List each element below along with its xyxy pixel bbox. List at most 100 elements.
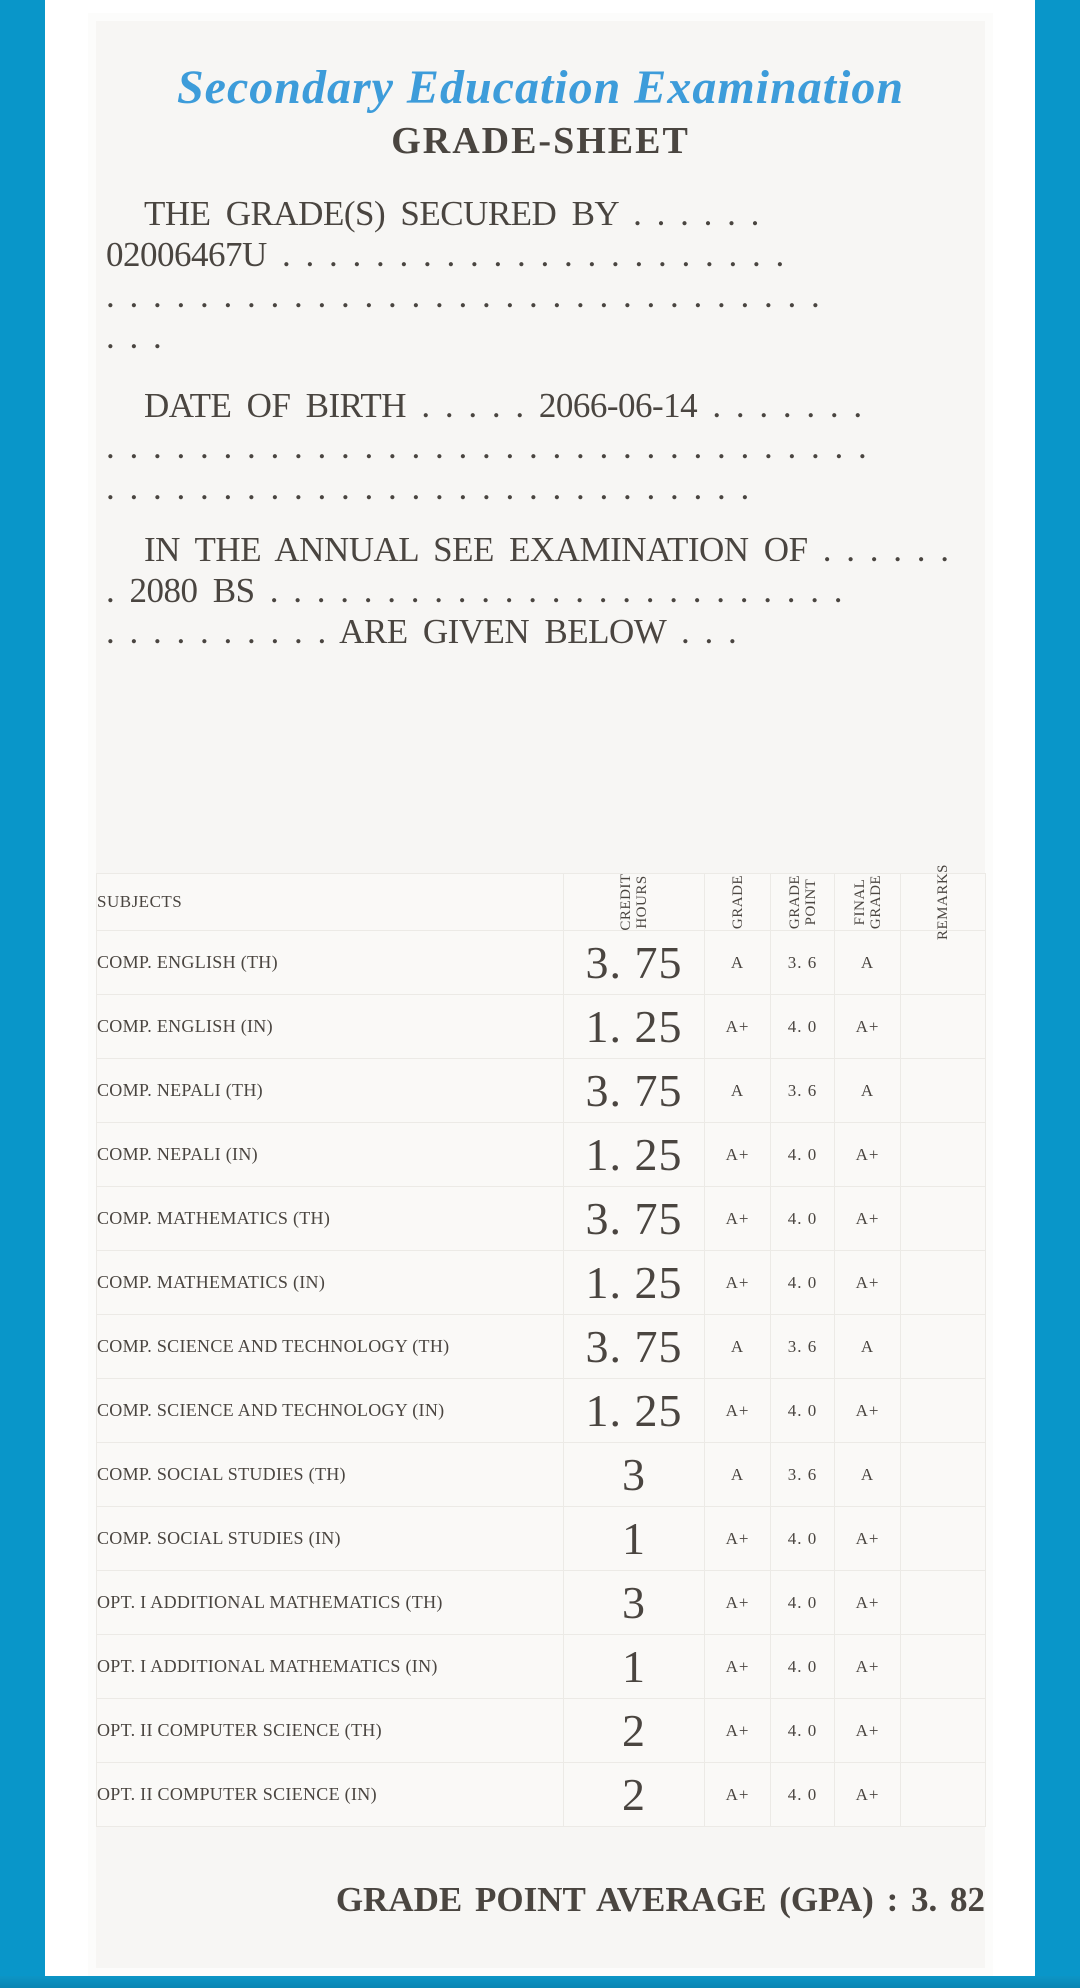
remarks-cell	[900, 1634, 986, 1699]
remarks-cell	[900, 1506, 986, 1571]
grade-cell: A+	[704, 994, 771, 1059]
remarks-cell	[900, 930, 986, 995]
table-row: COMP. NEPALI (TH) 3. 75 A 3. 6 A	[96, 1058, 986, 1123]
final-grade-cell: A+	[834, 1570, 901, 1635]
table-body: COMP. ENGLISH (TH) 3. 75 A 3. 6 A COMP. …	[96, 930, 986, 1827]
subject-cell: COMP. SOCIAL STUDIES (IN)	[96, 1506, 564, 1571]
table-row: OPT. I ADDITIONAL MATHEMATICS (TH) 3 A+ …	[96, 1570, 986, 1635]
subject-cell: COMP. ENGLISH (TH)	[96, 930, 564, 995]
document-paper: Secondary Education Examination GRADE-SH…	[88, 13, 993, 1976]
credit-hours-cell: 3. 75	[563, 1058, 705, 1123]
dotted-line: . . . . . . . . . . . . . . . . . . . . …	[106, 427, 867, 466]
final-grade-cell: A+	[834, 1762, 901, 1827]
grades-table-header: SUBJECTS CREDIT HOURS GRADE GRADE POINT …	[96, 864, 986, 940]
table-row: COMP. MATHEMATICS (IN) 1. 25 A+ 4. 0 A+	[96, 1250, 986, 1315]
grade-cell: A+	[704, 1122, 771, 1187]
subject-cell: OPT. II COMPUTER SCIENCE (IN)	[96, 1762, 564, 1827]
final-grade-cell: A+	[834, 1506, 901, 1571]
remarks-rotated-label: REMARKS	[935, 863, 951, 941]
remarks-cell	[900, 1762, 986, 1827]
document-subtitle: GRADE-SHEET	[391, 120, 690, 162]
subject-cell: COMP. ENGLISH (IN)	[96, 994, 564, 1059]
subject-cell: COMP. SCIENCE AND TECHNOLOGY (IN)	[96, 1378, 564, 1443]
final-grade-cell: A+	[834, 1250, 901, 1315]
subject-cell: COMP. MATHEMATICS (TH)	[96, 1186, 564, 1251]
grade-point-cell: 4. 0	[770, 1378, 835, 1443]
grade-sheet-document: Secondary Education Examination GRADE-SH…	[96, 21, 986, 1968]
subjects-column-header: SUBJECTS	[96, 873, 564, 931]
subject-cell: COMP. SCIENCE AND TECHNOLOGY (TH)	[96, 1314, 564, 1379]
header-row: SUBJECTS CREDIT HOURS GRADE GRADE POINT …	[96, 864, 986, 940]
credit-hours-cell: 1. 25	[563, 1378, 705, 1443]
credit-hours-cell: 3	[563, 1442, 705, 1507]
grade-cell: A+	[704, 1634, 771, 1699]
grade-point-cell: 3. 6	[770, 1314, 835, 1379]
grade-cell: A+	[704, 1378, 771, 1443]
table-row: COMP. ENGLISH (IN) 1. 25 A+ 4. 0 A+	[96, 994, 986, 1059]
grade-cell: A+	[704, 1506, 771, 1571]
remarks-cell	[900, 1570, 986, 1635]
right-border-bar	[1035, 0, 1080, 1988]
grade-point-cell: 3. 6	[770, 1058, 835, 1123]
subject-cell: OPT. II COMPUTER SCIENCE (TH)	[96, 1698, 564, 1763]
remarks-cell	[900, 1058, 986, 1123]
grades-table: SUBJECTS CREDIT HOURS GRADE GRADE POINT …	[96, 864, 986, 1827]
grade-point-column-header: GRADE POINT	[770, 873, 835, 931]
final-grade-rotated-label: FINAL GRADE	[851, 874, 884, 930]
subject-cell: COMP. NEPALI (IN)	[96, 1122, 564, 1187]
credit-hours-cell: 1. 25	[563, 1122, 705, 1187]
student-symbol-line: 02006467U . . . . . . . . . . . . . . . …	[106, 235, 784, 274]
grade-column-header: GRADE	[704, 873, 771, 931]
grade-cell: A+	[704, 1570, 771, 1635]
date-of-birth-line: DATE OF BIRTH . . . . . 2066-06-14 . . .…	[144, 386, 862, 425]
remarks-cell	[900, 1378, 986, 1443]
table-row: COMP. SCIENCE AND TECHNOLOGY (TH) 3. 75 …	[96, 1314, 986, 1379]
remarks-cell	[900, 1442, 986, 1507]
remarks-cell	[900, 1186, 986, 1251]
grade-point-cell: 4. 0	[770, 1698, 835, 1763]
table-row: COMP. ENGLISH (TH) 3. 75 A 3. 6 A	[96, 930, 986, 995]
grade-cell: A	[704, 1314, 771, 1379]
subject-cell: COMP. MATHEMATICS (IN)	[96, 1250, 564, 1315]
final-grade-cell: A+	[834, 994, 901, 1059]
grade-point-cell: 4. 0	[770, 1186, 835, 1251]
table-row: OPT. II COMPUTER SCIENCE (TH) 2 A+ 4. 0 …	[96, 1698, 986, 1763]
grade-point-cell: 4. 0	[770, 1122, 835, 1187]
grade-cell: A	[704, 1058, 771, 1123]
credit-hours-column-header: CREDIT HOURS	[563, 873, 705, 931]
credit-hours-cell: 1	[563, 1634, 705, 1699]
credit-hours-cell: 2	[563, 1698, 705, 1763]
examination-paragraph: IN THE ANNUAL SEE EXAMINATION OF . . . .…	[106, 529, 959, 652]
credit-hours-rotated-label: CREDIT HOURS	[618, 873, 650, 931]
subject-cell: OPT. I ADDITIONAL MATHEMATICS (TH)	[96, 1570, 564, 1635]
table-row: COMP. SOCIAL STUDIES (IN) 1 A+ 4. 0 A+	[96, 1506, 986, 1571]
remarks-cell	[900, 1698, 986, 1763]
grade-rotated-label: GRADE	[729, 874, 746, 930]
remarks-cell	[900, 1250, 986, 1315]
subject-cell: OPT. I ADDITIONAL MATHEMATICS (IN)	[96, 1634, 564, 1699]
credit-hours-cell: 3. 75	[563, 1186, 705, 1251]
left-border-bar	[0, 0, 45, 1988]
final-grade-cell: A+	[834, 1698, 901, 1763]
grade-cell: A+	[704, 1250, 771, 1315]
final-grade-cell: A+	[834, 1186, 901, 1251]
final-grade-cell: A	[834, 930, 901, 995]
credit-hours-cell: 3. 75	[563, 1314, 705, 1379]
grade-point-rotated-label: GRADE POINT	[786, 874, 819, 930]
grade-cell: A+	[704, 1698, 771, 1763]
final-grade-cell: A+	[834, 1634, 901, 1699]
are-given-below-line: . . . . . . . . . . ARE GIVEN BELOW . . …	[106, 612, 737, 651]
grades-secured-paragraph: THE GRADE(S) SECURED BY . . . . . . 0200…	[106, 193, 959, 357]
date-of-birth-paragraph: DATE OF BIRTH . . . . . 2066-06-14 . . .…	[106, 385, 959, 508]
dotted-line: . . .	[106, 317, 162, 356]
credit-hours-cell: 3	[563, 1570, 705, 1635]
credit-hours-cell: 3. 75	[563, 930, 705, 995]
grades-secured-line: THE GRADE(S) SECURED BY . . . . . .	[144, 194, 759, 233]
exam-year-line: . 2080 BS . . . . . . . . . . . . . . . …	[106, 571, 843, 610]
grade-point-cell: 4. 0	[770, 1762, 835, 1827]
remarks-cell	[900, 1314, 986, 1379]
credit-hours-cell: 1. 25	[563, 994, 705, 1059]
subject-cell: COMP. SOCIAL STUDIES (TH)	[96, 1442, 564, 1507]
table-row: COMP. SCIENCE AND TECHNOLOGY (IN) 1. 25 …	[96, 1378, 986, 1443]
final-grade-cell: A	[834, 1314, 901, 1379]
